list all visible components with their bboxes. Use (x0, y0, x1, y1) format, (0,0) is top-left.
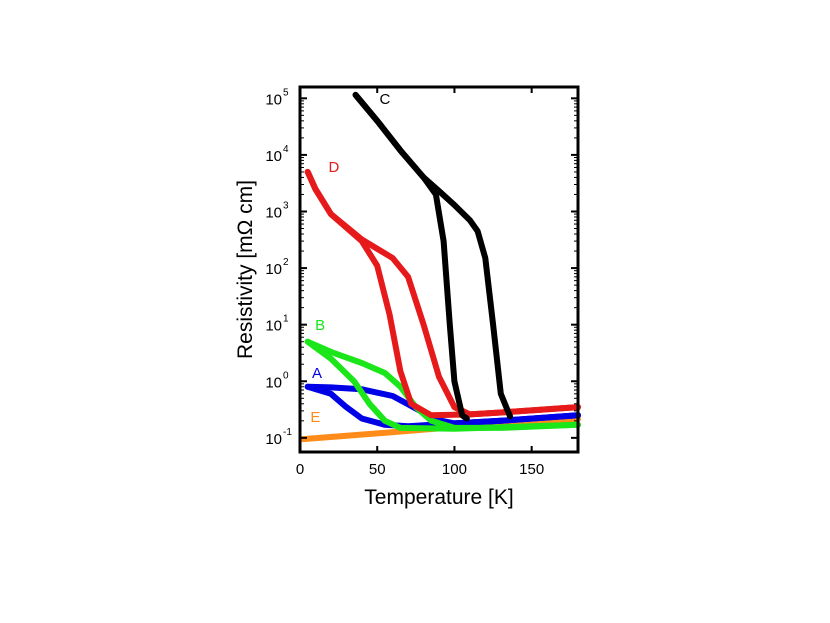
series-e-label: E (310, 409, 320, 426)
y-tick-base: 10 (265, 431, 282, 448)
y-tick-exponent: 5 (283, 87, 289, 98)
series-b-curve-2 (304, 338, 581, 432)
y-tick-label-0: 10 -1 (265, 427, 292, 448)
y-tick-base: 10 (265, 91, 282, 108)
series-b-label: B (315, 317, 325, 334)
series-d-label: D (329, 159, 340, 176)
y-tick-base: 10 (265, 318, 282, 335)
y-axis-label: Resistivity [mΩ cm] (234, 180, 257, 359)
y-tick-exponent: 1 (283, 314, 289, 325)
plot-frame (298, 85, 580, 454)
y-tick-label-4: 10 3 (265, 200, 289, 221)
y-tick-base: 10 (265, 148, 282, 165)
series-d-curve-2 (304, 168, 581, 419)
y-tick-label-5: 10 4 (265, 144, 289, 165)
series-a-label: A (312, 365, 322, 382)
y-tick-label-3: 10 2 (265, 257, 289, 278)
y-tick-base: 10 (265, 374, 282, 391)
y-tick-label-2: 10 1 (265, 314, 289, 335)
x-tick-label-50: 50 (369, 461, 386, 478)
curves-layer (300, 91, 581, 443)
y-tick-exponent: 2 (283, 257, 289, 268)
y-tick-base: 10 (265, 204, 282, 221)
y-tick-exponent: -1 (283, 427, 292, 438)
series-c-label: C (380, 91, 391, 108)
y-tick-label-6: 10 5 (265, 87, 289, 108)
x-tick-label-150: 150 (519, 461, 544, 478)
x-tick-label-100: 100 (442, 461, 467, 478)
series-a-curve-2 (304, 383, 581, 430)
y-tick-exponent: 4 (283, 144, 289, 155)
x-tick-label-0: 0 (296, 461, 304, 478)
labels-layer: E A B D C (310, 91, 390, 426)
series-c-curve-2 (352, 91, 470, 422)
y-tick-label-1: 10 0 (265, 370, 289, 391)
y-tick-exponent: 0 (283, 370, 289, 381)
y-tick-base: 10 (265, 261, 282, 278)
x-axis-label: Temperature [K] (364, 486, 513, 509)
y-tick-exponent: 3 (283, 200, 289, 211)
